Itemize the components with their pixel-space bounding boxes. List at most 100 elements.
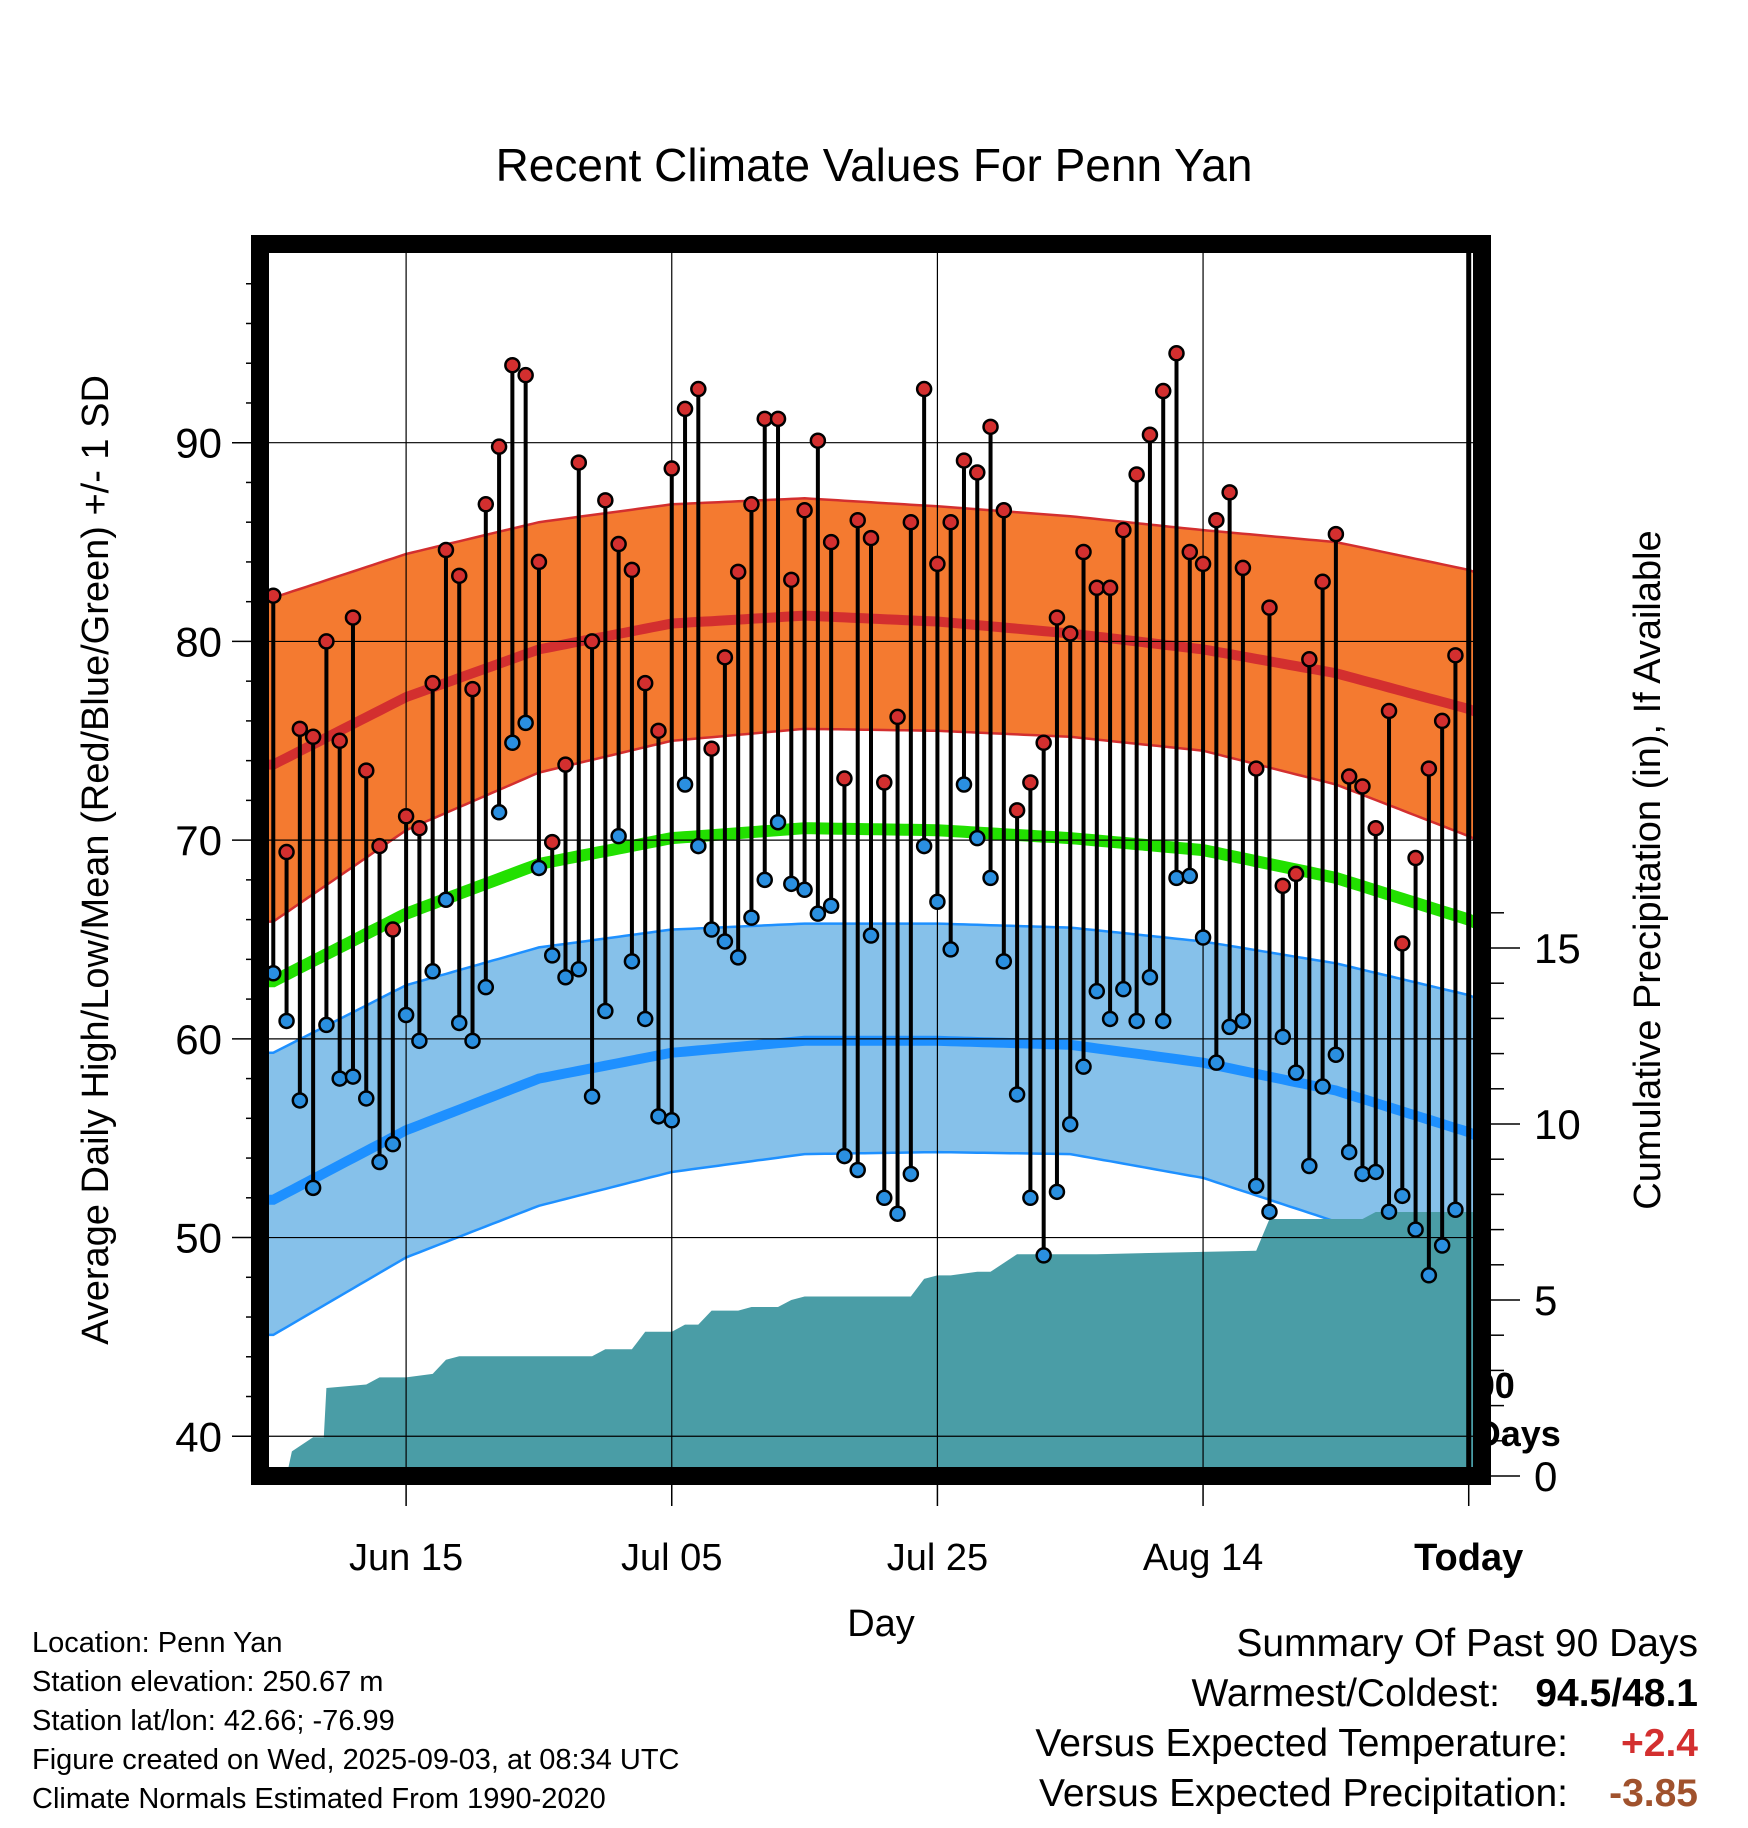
high-point — [1208, 511, 1225, 529]
high-point — [955, 452, 973, 469]
high-point — [862, 529, 880, 547]
low-point — [822, 897, 840, 914]
low-point — [1247, 1177, 1265, 1195]
high-point — [1168, 345, 1185, 362]
low-point — [530, 859, 548, 877]
low-point — [690, 837, 707, 855]
high-point — [1115, 521, 1132, 539]
high-point — [1327, 525, 1345, 543]
y-tick-label: 50 — [175, 1215, 222, 1262]
high-point — [703, 740, 720, 757]
summary-heading: Summary Of Past 90 Days — [1236, 1622, 1698, 1665]
y-tick-label: 80 — [175, 618, 222, 665]
high-point — [344, 609, 362, 626]
footer-normals: Climate Normals Estimated From 1990-2020 — [32, 1783, 606, 1815]
low-point — [716, 933, 734, 950]
summary-warm-cold-value: 94.5/48.1 — [1535, 1672, 1698, 1715]
y-tick-label: 70 — [175, 817, 222, 864]
high-point — [796, 502, 813, 519]
high-point — [424, 674, 441, 692]
low-point — [796, 881, 813, 899]
low-normal-line — [260, 1035, 1482, 1205]
low-point — [1420, 1267, 1438, 1284]
high-point — [358, 762, 375, 779]
summary-temp-label: Versus Expected Temperature: — [1035, 1722, 1568, 1765]
y-tick-label: 60 — [175, 1016, 222, 1063]
low-point — [384, 1135, 402, 1153]
high-point — [583, 633, 601, 650]
high-point — [1128, 466, 1145, 483]
low-point — [955, 776, 973, 793]
high-point — [995, 502, 1013, 519]
footer-latlon: Station lat/lon: 42.66; -76.99 — [32, 1705, 395, 1737]
high-point — [650, 722, 667, 740]
y-tick-label: 40 — [175, 1413, 222, 1460]
high-point — [676, 400, 694, 418]
high-point — [1380, 702, 1398, 720]
high-point — [716, 649, 734, 666]
high-point — [1008, 802, 1026, 819]
high-point — [1261, 599, 1278, 616]
high-point — [397, 808, 415, 825]
low-point — [769, 813, 787, 831]
low-point — [1048, 1183, 1066, 1201]
high-point — [1181, 543, 1199, 561]
low-point — [1327, 1046, 1345, 1063]
plot-frame — [251, 235, 1491, 1485]
low-point — [344, 1068, 362, 1085]
high-point — [477, 496, 495, 513]
low-point — [942, 941, 959, 958]
low-point — [1380, 1203, 1398, 1220]
low-point — [557, 968, 574, 986]
low-point — [1340, 1143, 1358, 1161]
low-point — [517, 714, 534, 732]
summary-precip-label: Versus Expected Precipitation: — [1039, 1772, 1568, 1815]
low-point — [876, 1189, 893, 1207]
low-point — [703, 921, 720, 938]
high-point — [1154, 382, 1172, 400]
high-point — [384, 921, 402, 938]
low-point — [504, 734, 521, 752]
high-point — [504, 356, 521, 374]
high-point — [1234, 559, 1252, 577]
high-point — [278, 843, 295, 861]
high-point — [1340, 768, 1358, 785]
high-point — [1194, 555, 1212, 573]
low-point — [743, 909, 760, 926]
low-point — [1008, 1086, 1026, 1103]
summary-precip-value: -3.85 — [1609, 1772, 1698, 1815]
high-point — [1447, 647, 1464, 664]
low-point — [1301, 1157, 1318, 1175]
high-point — [783, 571, 800, 589]
low-point — [1394, 1187, 1411, 1205]
high-point — [1354, 778, 1371, 795]
low-point — [1367, 1163, 1384, 1181]
y2-tick-label: 0 — [1534, 1453, 1557, 1500]
high-point — [663, 460, 681, 477]
low-point — [809, 905, 827, 922]
low-point — [597, 1002, 614, 1020]
high-point — [822, 533, 840, 551]
low-point — [650, 1108, 667, 1125]
high-point — [1433, 712, 1451, 730]
low-point — [1208, 1054, 1225, 1071]
high-point — [371, 837, 388, 855]
high-point — [690, 380, 707, 398]
x-tick-label: Aug 14 — [1143, 1537, 1263, 1579]
high-point — [1061, 625, 1079, 642]
low-point — [862, 927, 880, 944]
low-point — [1274, 1028, 1292, 1046]
high-point — [543, 833, 561, 851]
low-point — [1035, 1247, 1052, 1264]
low-point — [450, 1014, 468, 1032]
low-point — [437, 891, 455, 908]
low-point — [543, 947, 561, 964]
low-point — [1194, 929, 1212, 946]
low-point — [610, 827, 627, 845]
high-point — [1048, 609, 1066, 626]
high-point — [411, 819, 428, 837]
y-tick-label: 90 — [175, 420, 222, 467]
low-point — [1022, 1189, 1039, 1207]
low-point — [1128, 1012, 1145, 1030]
low-point — [278, 1012, 295, 1030]
